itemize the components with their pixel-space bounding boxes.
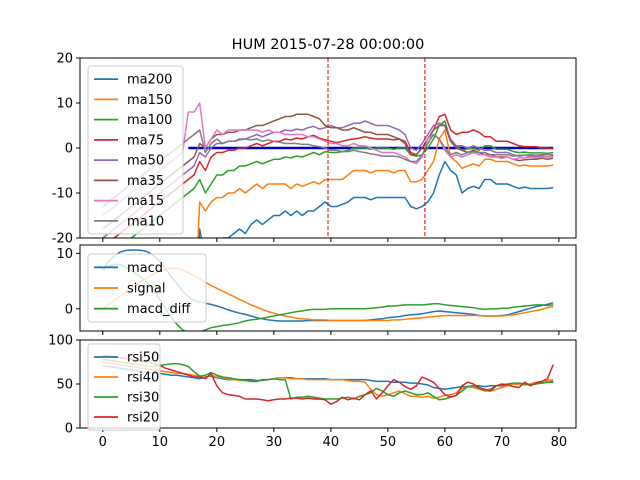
y-tick-label: -10: [52, 187, 73, 202]
legend-label-ma75: ma75: [127, 133, 164, 148]
y-tick-label: 0: [65, 422, 73, 437]
axes-frame: [79, 244, 577, 332]
legend-label-signal: signal: [127, 282, 165, 297]
moving-average-panel: -20-1001020ma200ma150ma100ma75ma50ma35ma…: [52, 52, 577, 247]
legend-label-ma100: ma100: [127, 113, 172, 128]
legend-label-rsi40: rsi40: [127, 371, 159, 386]
series-line-macd_diff: [102, 263, 554, 331]
legend-frame: [87, 253, 207, 323]
legend-label-rsi30: rsi30: [127, 391, 159, 406]
x-tick-label: 50: [380, 435, 397, 450]
legend-label-ma15: ma15: [127, 194, 164, 209]
series-line-rsi20: [102, 355, 554, 405]
y-tick-label: 0: [65, 302, 73, 317]
x-tick-label: 70: [494, 435, 511, 450]
x-tick-label: 80: [551, 435, 568, 450]
y-tick-label: 10: [56, 97, 73, 112]
macd-panel: 0 10 macd signal macd_diff: [56, 244, 577, 335]
legend-label-rsi50: rsi50: [127, 351, 159, 366]
x-tick-label: 40: [323, 435, 340, 450]
legend-frame: [87, 343, 161, 431]
legend: rsi50 rsi40 rsi30 rsi20: [87, 343, 161, 431]
y-tick-label: 0: [65, 142, 73, 157]
legend-label-macd: macd: [127, 261, 163, 276]
x-tick-label: 0: [99, 435, 107, 450]
legend: ma200 ma150 ma100 ma75 ma50 ma35 ma15 ma10: [87, 65, 184, 235]
legend-label-ma35: ma35: [127, 174, 164, 189]
legend-label-ma150: ma150: [127, 93, 172, 108]
legend-label-ma50: ma50: [127, 154, 164, 169]
legend-label-ma200: ma200: [127, 73, 172, 88]
plot-area: [102, 355, 554, 405]
legend-frame: [87, 65, 184, 235]
series-line-rsi40: [102, 361, 554, 399]
x-tick-label: 20: [209, 435, 226, 450]
y-tick-label: 10: [56, 247, 73, 262]
x-tick-label: 60: [437, 435, 454, 450]
y-tick-label: -20: [52, 232, 73, 247]
rsi-panel: 0 10 20 30 40 50 60 70 80050100rsi50rsi40rsi30rs…: [48, 334, 577, 450]
legend-label-macd_diff: macd_diff: [127, 302, 191, 317]
x-tick-label: 10: [152, 435, 169, 450]
chart-title: HUM 2015-07-28 00:00:00: [232, 37, 425, 53]
legend-label-ma10: ma10: [127, 214, 164, 229]
legend: macd signal macd_diff: [87, 253, 207, 323]
y-tick-label: 50: [56, 378, 73, 393]
legend-label-rsi20: rsi20: [127, 411, 159, 426]
y-tick-label: 100: [48, 334, 73, 349]
series-line-rsi30: [102, 358, 554, 401]
x-tick-label: 30: [266, 435, 283, 450]
y-tick-label: 20: [56, 52, 73, 67]
